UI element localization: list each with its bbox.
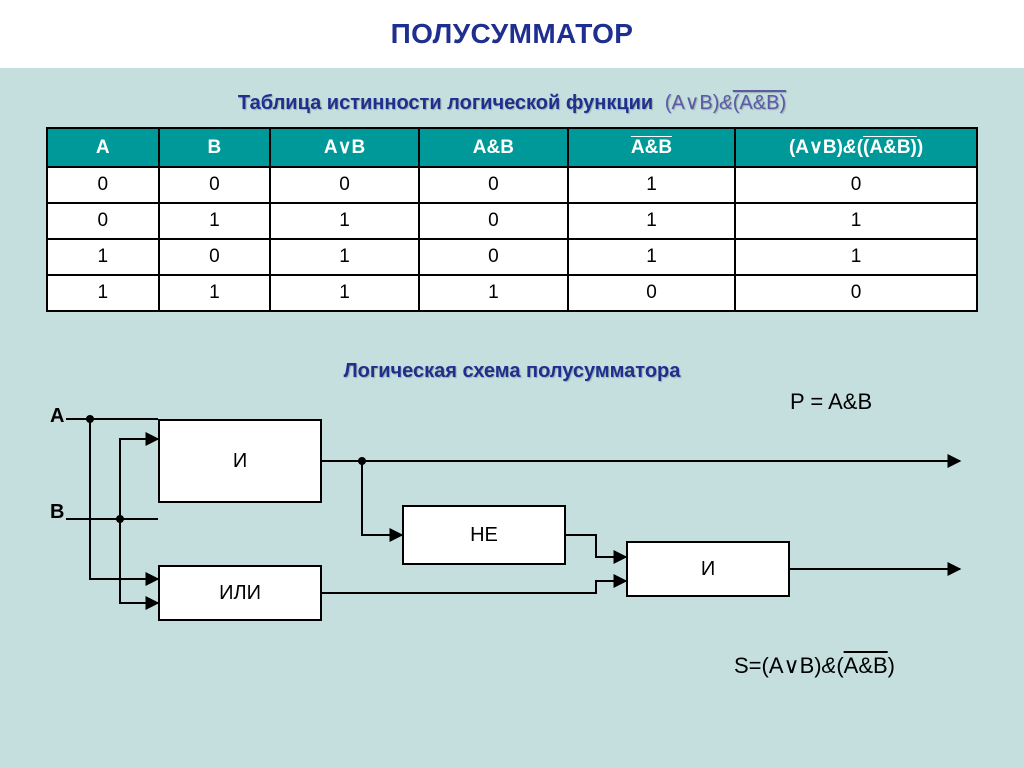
table-row: 101011 [47, 239, 977, 275]
input-label-a: A [50, 405, 64, 428]
table-row: 011011 [47, 203, 977, 239]
table-cell: 0 [47, 167, 159, 203]
table-cell: 1 [47, 239, 159, 275]
table-cell: 0 [735, 275, 977, 311]
truth-table-body: 000010011011101011111100 [47, 167, 977, 311]
table-cell: 0 [568, 275, 735, 311]
gate-and1: И [158, 419, 322, 503]
table-caption: Таблица истинности логической функции (A… [0, 90, 1024, 115]
table-cell: 0 [419, 203, 568, 239]
input-label-b: B [50, 501, 64, 524]
truth-table-container: ABA∨BA&BA&B(A∨B)&((A&B)) 000010011011101… [0, 127, 1024, 312]
formula-part: & [719, 92, 732, 114]
table-header-cell: A [47, 128, 159, 167]
formula-s: S=(A∨B)&(A&B) [734, 653, 895, 679]
gate-and2: И [626, 541, 790, 597]
table-cell: 1 [735, 239, 977, 275]
table-header-cell: A&B [568, 128, 735, 167]
table-cell: 0 [419, 167, 568, 203]
diagram-title: Логическая схема полусумматора [0, 360, 1024, 383]
table-cell: 1 [568, 203, 735, 239]
table-cell: 0 [159, 167, 271, 203]
table-cell: 1 [568, 239, 735, 275]
table-cell: 1 [568, 167, 735, 203]
table-cell: 1 [159, 203, 271, 239]
table-cell: 1 [270, 239, 419, 275]
table-header-cell: A∨B [270, 128, 419, 167]
table-cell: 0 [270, 167, 419, 203]
table-cell: 0 [735, 167, 977, 203]
table-header-cell: A&B [419, 128, 568, 167]
table-cell: 1 [735, 203, 977, 239]
table-cell: 0 [47, 203, 159, 239]
table-row: 111100 [47, 275, 977, 311]
logic-diagram: A B P = A&B S=(A∨B)&(A&B) И ИЛИ НЕ И [50, 389, 974, 689]
title-band: ПОЛУСУММАТОР [0, 0, 1024, 68]
table-cell: 0 [419, 239, 568, 275]
table-row: 000010 [47, 167, 977, 203]
table-cell: 1 [47, 275, 159, 311]
table-cell: 1 [419, 275, 568, 311]
table-cell: 1 [159, 275, 271, 311]
formula-part-overline: (A&B) [733, 92, 786, 114]
gate-or: ИЛИ [158, 565, 322, 621]
page-title: ПОЛУСУММАТОР [391, 18, 634, 50]
table-cell: 1 [270, 275, 419, 311]
table-header-row: ABA∨BA&BA&B(A∨B)&((A&B)) [47, 128, 977, 167]
table-cell: 0 [159, 239, 271, 275]
table-cell: 1 [270, 203, 419, 239]
formula-p: P = A&B [790, 389, 872, 415]
table-header-cell: (A∨B)&((A&B)) [735, 128, 977, 167]
table-header-cell: B [159, 128, 271, 167]
formula-part: (A∨B) [665, 92, 720, 114]
table-caption-formula: (A∨B)&(A&B) [665, 92, 786, 114]
truth-table-head: ABA∨BA&BA&B(A∨B)&((A&B)) [47, 128, 977, 167]
truth-table: ABA∨BA&BA&B(A∨B)&((A&B)) 000010011011101… [46, 127, 978, 312]
table-caption-text: Таблица истинности логической функции [238, 92, 653, 114]
gate-not: НЕ [402, 505, 566, 565]
